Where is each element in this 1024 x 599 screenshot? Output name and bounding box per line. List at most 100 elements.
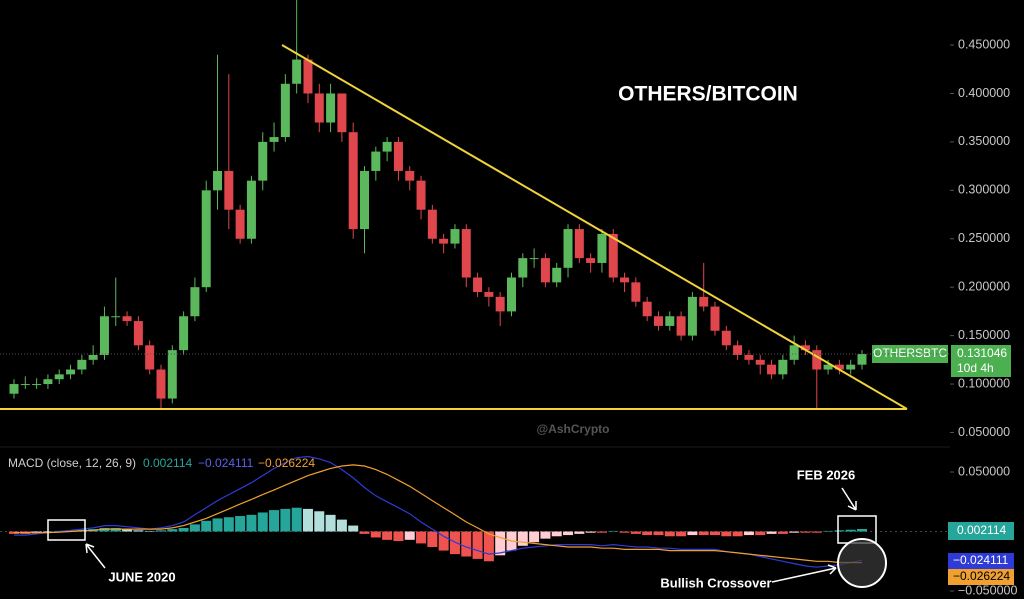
y-tick-label: 0.300000 — [958, 183, 1010, 197]
candle-body — [20, 384, 30, 386]
histogram-bar — [710, 531, 721, 536]
histogram-bar — [596, 531, 607, 533]
histogram-bar — [811, 531, 822, 533]
histogram-bar — [766, 531, 777, 534]
histogram-bar — [235, 516, 246, 532]
candle-body — [66, 369, 76, 375]
hist-tag — [948, 522, 1014, 540]
candle-body — [360, 170, 370, 230]
candle-body — [552, 267, 562, 283]
histogram-bar — [857, 528, 867, 532]
symbol-label: OTHERSBTC — [873, 346, 947, 360]
candle-body — [235, 209, 245, 239]
candle-body — [224, 170, 234, 210]
candle-body — [9, 384, 19, 394]
histogram-bar — [393, 531, 404, 542]
histogram-bar — [189, 524, 200, 532]
watermark: @AshCrypto — [536, 422, 609, 436]
histogram-bar — [144, 530, 155, 532]
candle-body — [484, 292, 494, 297]
candle-body — [416, 180, 426, 210]
candle-body — [676, 316, 686, 336]
legend-value: −0.026224 — [258, 456, 315, 470]
candle-body — [382, 141, 392, 152]
candle-body — [190, 287, 200, 317]
y-tick-label: 0.350000 — [958, 134, 1010, 148]
annotation: Bullish Crossover — [660, 575, 771, 590]
candle-body — [371, 151, 381, 171]
candle-body — [179, 316, 189, 351]
candle-body — [337, 93, 347, 133]
histogram-bar — [574, 531, 585, 534]
histogram-bar — [777, 531, 788, 534]
histogram-bar — [427, 531, 438, 547]
candle-body — [269, 137, 279, 142]
candle-body — [292, 59, 302, 84]
candle-body — [812, 350, 822, 370]
histogram-bar — [280, 508, 291, 532]
candle-body — [473, 277, 483, 293]
histogram-bar — [223, 517, 234, 532]
candle-body — [314, 93, 324, 123]
candle-body — [88, 354, 98, 360]
candle-body — [789, 345, 799, 360]
histogram-bar — [178, 527, 189, 532]
candle-body — [631, 282, 641, 302]
histogram-bar — [687, 531, 698, 536]
histogram-bar — [585, 531, 596, 533]
histogram-bar — [382, 531, 393, 540]
candle-body — [755, 359, 765, 365]
candle-body — [303, 59, 313, 94]
candle-body — [43, 379, 53, 385]
candle-body — [744, 354, 754, 360]
histogram-bar — [336, 519, 347, 532]
y-tick-label: 0.100000 — [958, 376, 1010, 390]
histogram-bar — [269, 510, 280, 532]
histogram-bar — [608, 530, 619, 532]
candle-body — [145, 345, 155, 370]
candle-body — [834, 364, 844, 370]
histogram-bar — [483, 531, 494, 562]
candle-body — [529, 258, 539, 260]
histogram-bar — [133, 530, 144, 532]
histogram-bar — [743, 531, 754, 536]
histogram-bar — [563, 531, 574, 536]
histogram-bar — [664, 531, 675, 537]
y-tick-label: 0.050000 — [958, 464, 1010, 478]
candle-body — [54, 374, 64, 380]
histogram-bar — [551, 531, 562, 537]
y-tick-label: 0.150000 — [958, 328, 1010, 342]
candle-body — [439, 238, 449, 244]
highlight-circle — [837, 538, 887, 588]
y-tick-label: 0.400000 — [958, 86, 1010, 100]
candle-body — [653, 316, 663, 326]
macd-tag — [948, 553, 1014, 569]
candle-body — [246, 180, 256, 239]
candle-body — [99, 316, 109, 355]
histogram-bar — [642, 531, 653, 536]
arrow — [771, 564, 837, 583]
countdown-label: 10d 4h — [957, 361, 994, 375]
histogram-bar — [359, 531, 370, 534]
histogram-bar — [325, 514, 336, 532]
candle-body — [461, 229, 471, 278]
candle-body — [201, 190, 211, 288]
candle-body — [800, 345, 810, 351]
annotation: JUNE 2020 — [108, 569, 175, 584]
histogram-bar — [721, 531, 732, 537]
histogram-bar — [698, 531, 709, 536]
histogram-bar — [438, 531, 449, 551]
histogram-bar — [789, 531, 800, 533]
highlight-box — [47, 519, 86, 541]
histogram-bar — [201, 520, 212, 532]
histogram-bar — [167, 529, 178, 532]
histogram-bar — [834, 530, 845, 532]
candle-body — [156, 369, 166, 399]
candle-body — [586, 258, 596, 263]
candle-body — [393, 141, 403, 171]
candle-body — [405, 170, 415, 181]
candle-body — [167, 350, 177, 399]
histogram-bar — [495, 531, 506, 556]
signal-value: −0.026224 — [953, 569, 1010, 583]
y-tick-label: −0.050000 — [958, 583, 1017, 597]
